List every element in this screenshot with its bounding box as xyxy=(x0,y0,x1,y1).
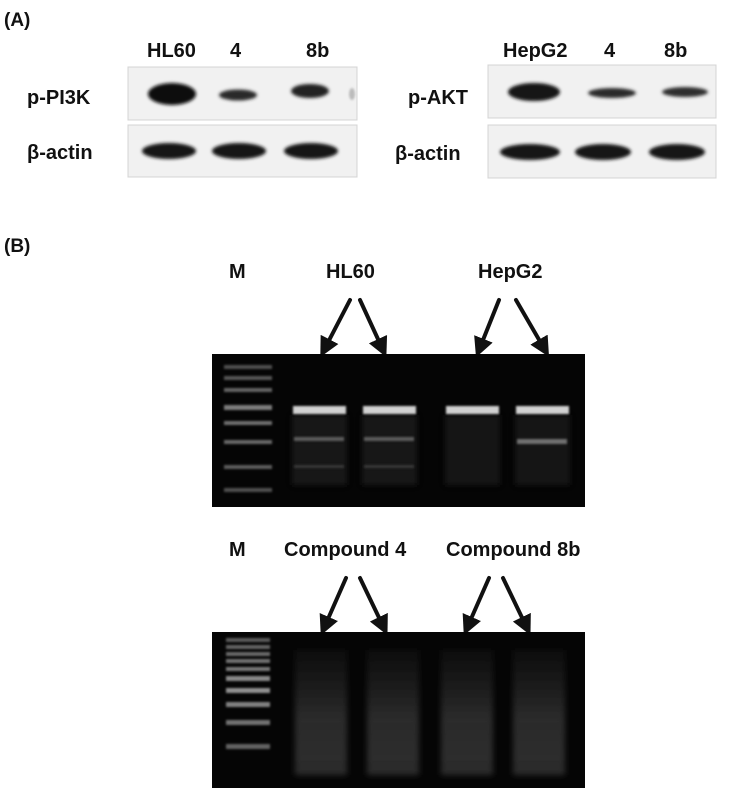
marker-label-bottom: M xyxy=(229,539,246,561)
blot-strip-p-akt xyxy=(487,64,717,119)
smear-compound4-lane1 xyxy=(295,650,347,775)
gel-band-hepg2-2 xyxy=(516,406,569,414)
lane-label-8b: 8b xyxy=(306,40,329,62)
band-actin-r3 xyxy=(649,144,705,160)
blot-strip-beta-actin-right xyxy=(487,124,717,179)
top-gel-arrows xyxy=(320,298,550,358)
band-actin-r1 xyxy=(500,144,560,160)
group-label-compound-8b: Compound 8b xyxy=(446,539,580,561)
band-actin-r2 xyxy=(575,144,631,160)
gel-band-hl60-2 xyxy=(363,406,416,414)
gel-bottom xyxy=(212,632,585,788)
right-blot-lane-labels: HepG2 4 8b xyxy=(503,40,687,62)
band-8b-akt xyxy=(662,87,708,97)
lane-label-hl60: HL60 xyxy=(147,40,196,62)
left-blot-lane-labels: HL60 4 8b xyxy=(147,40,329,62)
marker-label-top: M xyxy=(229,261,246,283)
gel-top xyxy=(212,354,585,507)
marker-ladder-bottom xyxy=(226,638,270,749)
band-hepg2 xyxy=(508,83,560,101)
row-label-beta-actin-right: β-actin xyxy=(395,143,461,165)
gel-band-hepg2-1 xyxy=(446,406,499,414)
smear-compound4-lane2 xyxy=(367,650,419,775)
smear-compound8b-lane1 xyxy=(441,650,493,775)
smear-compound8b-lane2 xyxy=(513,650,565,775)
bottom-gel-arrows xyxy=(319,576,531,636)
group-label-compound-4: Compound 4 xyxy=(284,539,407,561)
row-label-p-akt: p-AKT xyxy=(408,87,468,109)
lane-label-8b-right: 8b xyxy=(664,40,687,62)
band-hl60 xyxy=(148,83,196,105)
marker-ladder-top xyxy=(224,365,272,492)
lane-label-4: 4 xyxy=(230,40,242,62)
band-actin-2 xyxy=(212,143,266,159)
band-4-akt xyxy=(588,88,636,98)
band-8b xyxy=(291,84,329,98)
lane-label-4-right: 4 xyxy=(604,40,616,62)
band-actin-1 xyxy=(142,143,196,159)
blot-strip-beta-actin-left xyxy=(127,124,358,178)
band-actin-3 xyxy=(284,143,338,159)
row-label-beta-actin-left: β-actin xyxy=(27,142,93,164)
row-label-p-pi3k: p-PI3K xyxy=(27,87,91,109)
blot-strip-p-pi3k xyxy=(127,66,358,121)
lane-label-hepg2: HepG2 xyxy=(503,40,567,62)
panel-b-label: (B) xyxy=(4,236,30,257)
panel-a-label: (A) xyxy=(4,10,30,31)
group-label-hl60: HL60 xyxy=(326,261,375,283)
band-4 xyxy=(219,89,257,101)
group-label-hepg2: HepG2 xyxy=(478,261,542,283)
gel-band-hl60-1 xyxy=(293,406,346,414)
